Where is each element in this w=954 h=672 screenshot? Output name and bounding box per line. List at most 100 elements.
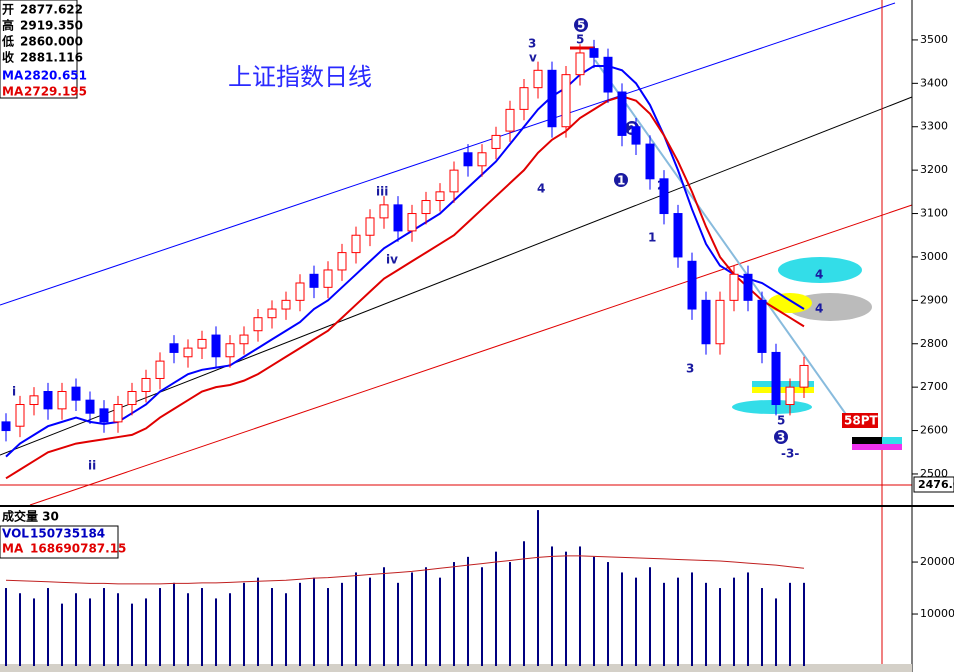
volume-bar (537, 510, 539, 666)
volume-bar (243, 582, 245, 666)
candle-body (491, 134, 501, 149)
candle-body (771, 351, 781, 406)
candle-body (533, 69, 543, 89)
wave-badge (574, 18, 588, 32)
candle-body (127, 390, 137, 406)
candle-body (729, 273, 739, 301)
volume-bar (131, 603, 133, 666)
candle-body (463, 152, 473, 167)
volume-bar (789, 582, 791, 666)
candle-body (785, 386, 795, 406)
highlight (768, 293, 812, 313)
candle-body (575, 52, 585, 76)
candle-body (351, 234, 361, 254)
volume-bar (607, 562, 609, 666)
annotation: 3 (777, 431, 785, 445)
volume-bar (89, 598, 91, 666)
legend-value: 150735184 (30, 527, 105, 541)
y-tick-label: 3000 (920, 250, 948, 263)
highlight (778, 257, 862, 283)
info-value: 2860.000 (20, 35, 83, 49)
candle-body (673, 213, 683, 258)
annotation: iii (376, 185, 388, 199)
candle-body (183, 347, 193, 358)
annotation: ii (88, 459, 96, 473)
legend-name: MA (2, 85, 24, 99)
crosshair-label: 2476.0 (918, 478, 954, 491)
candle-body (253, 317, 263, 332)
candle-body (421, 200, 431, 215)
info-value: 2877.622 (20, 3, 83, 17)
highlight (752, 387, 814, 393)
y-tick-label: 3100 (920, 207, 948, 220)
y-tick-label: 10000 (920, 607, 954, 620)
volume-bar (467, 556, 469, 666)
ma-line (5, 95, 805, 480)
volume-bar (33, 598, 35, 666)
volume-bar (621, 572, 623, 666)
candle-body (211, 334, 221, 358)
candle-body (169, 343, 179, 353)
candle-body (141, 377, 151, 392)
volume-bar (761, 588, 763, 666)
candle-body (617, 91, 627, 136)
volume-bar (593, 556, 595, 666)
candle-body (15, 404, 25, 427)
volume-bar (663, 582, 665, 666)
volume-bar (61, 603, 63, 666)
annotation: 3 (528, 37, 536, 51)
volume-bar (271, 588, 273, 666)
candle-body (281, 299, 291, 310)
volume-bar (775, 598, 777, 666)
marker (852, 437, 902, 444)
volume-bar (201, 588, 203, 666)
volume-bar (453, 562, 455, 666)
y-tick-label: 2600 (920, 424, 948, 437)
candle-body (85, 399, 95, 414)
candle-body (43, 390, 53, 410)
volume-bar (719, 588, 721, 666)
y-tick-label: 3300 (920, 120, 948, 133)
volume-bar (75, 593, 77, 666)
volume-bar (145, 598, 147, 666)
marker (882, 437, 902, 444)
candle-body (701, 299, 711, 345)
volume-bar (411, 572, 413, 666)
legend-value: 2820.651 (24, 69, 87, 83)
candle-body (435, 191, 445, 202)
volume-bar (313, 577, 315, 666)
volume-bar (579, 546, 581, 666)
legend-value: 2729.195 (24, 85, 87, 99)
volume-bar (705, 582, 707, 666)
info-label: 开 (2, 3, 14, 17)
candle-body (197, 338, 207, 349)
volume-bar (635, 577, 637, 666)
volume-bar (5, 588, 7, 666)
candle-body (589, 48, 599, 58)
annotation: -3- (781, 447, 799, 461)
volume-bar (369, 577, 371, 666)
volume-bar (691, 572, 693, 666)
info-value: 2881.116 (20, 51, 83, 65)
candle-body (267, 308, 277, 319)
annotation: v (529, 51, 537, 65)
annotation: 4 (537, 182, 545, 196)
volume-bar (649, 567, 651, 666)
volume-bar (397, 582, 399, 666)
annotation: iv (386, 253, 398, 267)
volume-bar (565, 551, 567, 666)
trend-line (0, 96, 913, 456)
candle-body (449, 169, 459, 193)
volume-bar (677, 577, 679, 666)
annotation: 58PTI (844, 414, 882, 428)
candle-body (743, 273, 753, 301)
annotation: 3 (686, 362, 694, 376)
legend-value: 168690787.15 (30, 542, 126, 556)
label-box (842, 413, 878, 428)
candle-body (57, 390, 67, 410)
volume-bar (803, 582, 805, 666)
candle-body (659, 178, 669, 215)
annotation: 5 (577, 19, 585, 33)
